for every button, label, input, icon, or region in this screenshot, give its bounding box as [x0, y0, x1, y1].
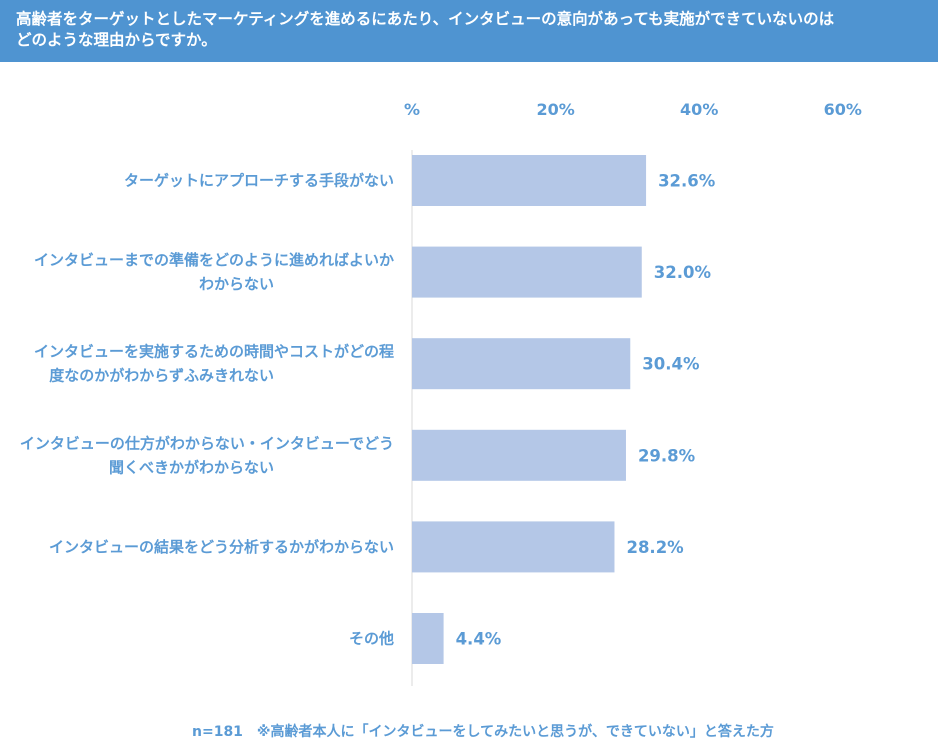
category-label: その他: [349, 630, 394, 648]
x-tick-label: 60%: [824, 100, 862, 119]
bar-chart: % 20% 40% 60% 32.6% ターゲットにアプローチする手段がない 32.0% イン…: [20, 100, 862, 686]
value-label: 28.2%: [626, 538, 684, 557]
x-tick-label: %: [404, 100, 420, 119]
category-label: インタビューの仕方がわからない・インタビューでどう聞くべきかがわからない: [20, 434, 394, 476]
value-label: 32.6%: [658, 172, 716, 191]
category-label: インタビューの結果をどう分析するかがわからない: [49, 538, 394, 556]
category-label: インタビューを実施するための時間やコストがどの程度なのかがわからずふみきれない: [34, 343, 394, 385]
footnote: n=181 ※高齢者本人に「インタビューをしてみたいと思うが、できていない」と答…: [192, 724, 774, 740]
x-tick-label: 20%: [536, 100, 574, 119]
x-tick-label: 40%: [680, 100, 718, 119]
chart-title: 高齢者をターゲットとしたマーケティングを進めるにあたり、インタビューの意向があっ…: [16, 10, 835, 49]
bar: [412, 338, 631, 390]
title-banner: 高齢者をターゲットとしたマーケティングを進めるにあたり、インタビューの意向があっ…: [0, 0, 938, 62]
bar: [412, 429, 626, 481]
category-label: ターゲットにアプローチする手段がない: [124, 172, 394, 190]
value-label: 32.0%: [654, 263, 712, 282]
value-label: 4.4%: [456, 630, 502, 649]
bar: [412, 521, 615, 573]
value-label: 30.4%: [642, 355, 700, 374]
bar: [412, 246, 642, 298]
category-label: インタビューまでの準備をどのように進めればよいかわからない: [34, 251, 394, 293]
bar: [412, 613, 444, 664]
bar: [412, 155, 647, 206]
value-label: 29.8%: [638, 446, 696, 465]
